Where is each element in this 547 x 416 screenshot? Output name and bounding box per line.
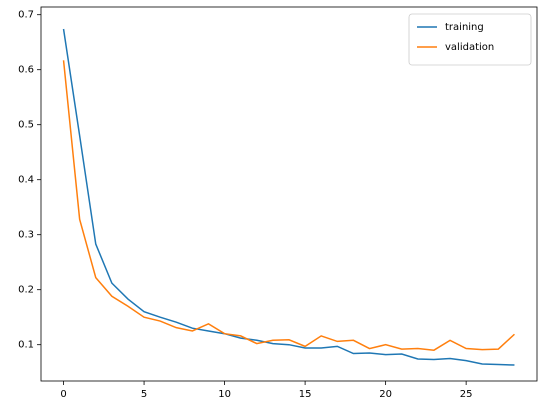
- line-series: [62, 60, 515, 351]
- legend-label: validation: [445, 42, 494, 53]
- x-tick-label: 20: [379, 389, 392, 400]
- plot-frame: [40, 6, 538, 382]
- x-tick-label: 25: [460, 389, 473, 400]
- x-tick-label: 0: [60, 389, 66, 400]
- y-tick-label: 0.7: [18, 10, 34, 21]
- y-tick-label: 0.6: [18, 65, 34, 76]
- line-series: [62, 28, 515, 366]
- y-tick-label: 0.3: [18, 230, 34, 241]
- x-tick-label: 15: [299, 389, 312, 400]
- y-tick-label: 0.1: [18, 340, 34, 351]
- y-tick-label: 0.5: [18, 120, 34, 131]
- x-tick-label: 5: [141, 389, 147, 400]
- y-tick-label: 0.2: [18, 285, 34, 296]
- x-tick-label: 10: [218, 389, 231, 400]
- legend-box: [408, 13, 532, 66]
- legend-label: training: [445, 22, 484, 33]
- y-tick-label: 0.4: [18, 175, 34, 186]
